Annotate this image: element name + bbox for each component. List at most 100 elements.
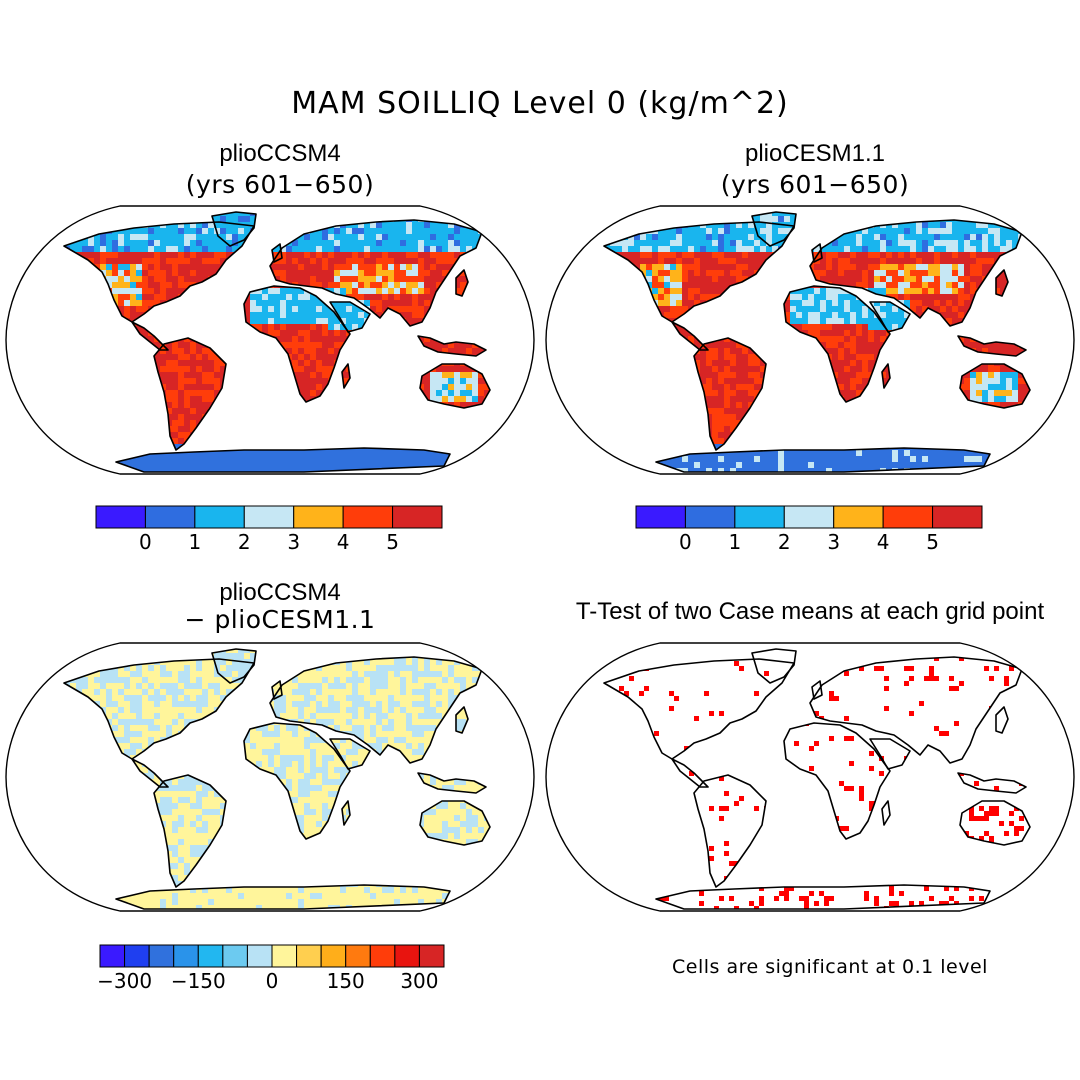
coastline-japan: [995, 706, 1009, 734]
colorbar-field-swatch: [293, 505, 344, 529]
colorbar-diff-swatch: [271, 944, 298, 968]
colorbar-field-tick-label: 4: [877, 530, 890, 554]
colorbar-field-tick-label: 2: [778, 530, 791, 554]
colorbar-diff-swatch: [418, 944, 445, 968]
coastline-arabia: [869, 301, 911, 333]
coastline-arabia: [869, 738, 911, 770]
coastline-uk: [271, 243, 283, 263]
coastline-antarctica: [655, 884, 991, 910]
colorbar-field-swatch: [882, 505, 934, 529]
coastline-southAmerica: [693, 337, 767, 451]
coastline-centralAmerica: [131, 758, 169, 788]
colorbar-diff-tick-label: 0: [266, 969, 279, 993]
coastline-eurasia: [809, 219, 1023, 327]
colorbar-field-swatch: [144, 505, 196, 529]
colorbar-field-tick-label: 1: [728, 530, 741, 554]
coastline-antarctica: [655, 447, 991, 473]
coastline-southAmerica: [153, 337, 227, 451]
coastline-japan: [455, 269, 469, 297]
coastline-centralAmerica: [671, 758, 709, 788]
coastline-madagascar: [341, 800, 351, 826]
coastline-uk: [811, 680, 823, 700]
coastline-australia: [419, 363, 491, 409]
colorbar-field-swatch: [684, 505, 736, 529]
colorbar-diff-swatch: [394, 944, 420, 968]
coastline-greenland: [751, 211, 797, 247]
colorbar-diff-swatch: [99, 944, 126, 968]
coastline-australia: [419, 800, 491, 846]
colorbar-diff-tick-label: −300: [97, 969, 152, 993]
coastline-southAmerica: [693, 774, 767, 888]
colorbar-diff-swatch: [320, 944, 347, 968]
colorbar-field-tick-label: 3: [827, 530, 840, 554]
coastline-japan: [995, 269, 1009, 297]
colorbar-field-swatch: [243, 505, 295, 529]
coastline-eurasia: [809, 656, 1023, 764]
colorbar-difference: −300 −150 0 150 300: [97, 944, 445, 993]
colorbar-field-tick-label: 0: [139, 530, 152, 554]
panel-1-title: plioCCSM4: [219, 140, 341, 167]
colorbar-field-tick-label: 4: [337, 530, 350, 554]
coastline-northAmerica: [603, 658, 795, 760]
coastline-centralAmerica: [671, 321, 709, 351]
coastline-indonesia: [957, 335, 1027, 357]
colorbar-field-tick-label: 0: [679, 530, 692, 554]
coastline-africa: [243, 285, 351, 403]
coastline-africa: [783, 722, 891, 840]
coastline-africa: [783, 285, 891, 403]
map-panel-difference: [4, 641, 536, 913]
coastline-eurasia: [269, 219, 483, 327]
colorbar-diff-tick-label: 150: [327, 969, 365, 993]
map-panel-plioccsm4: [4, 204, 536, 476]
panel-3-subtitle: − plioCESM1.1: [184, 605, 376, 634]
coastline-australia: [959, 800, 1031, 846]
colorbar-pliocesm: 0 1 2 3 4 5: [635, 505, 983, 554]
colorbar-diff-tick-label: −150: [171, 969, 226, 993]
coastline-australia: [959, 363, 1031, 409]
colorbar-field-swatch: [833, 505, 884, 529]
colorbar-field-tick-label: 1: [188, 530, 201, 554]
coastline-madagascar: [881, 363, 891, 389]
coastline-uk: [271, 680, 283, 700]
figure-title: MAM SOILLIQ Level 0 (kg/m^2): [291, 86, 789, 121]
colorbar-field-swatch: [635, 505, 686, 529]
colorbar-plioccsm4: 0 1 2 3 4 5: [95, 505, 443, 554]
coastline-indonesia: [957, 772, 1027, 794]
colorbar-field-swatch: [342, 505, 394, 529]
coastline-northAmerica: [63, 658, 255, 760]
colorbar-field-swatch: [932, 505, 983, 529]
coastline-indonesia: [417, 772, 487, 794]
coastline-antarctica: [115, 447, 451, 473]
coastline-madagascar: [881, 800, 891, 826]
panel-4-title: T-Test of two Case means at each grid po…: [575, 598, 1045, 625]
panel-1-subtitle: (yrs 601−650): [185, 170, 375, 199]
colorbar-diff-swatch: [222, 944, 248, 968]
coastline-centralAmerica: [131, 321, 169, 351]
coastline-arabia: [329, 738, 371, 770]
coastline-arabia: [329, 301, 371, 333]
colorbar-field-swatch: [783, 505, 835, 529]
colorbar-diff-swatch: [148, 944, 175, 968]
colorbar-field-swatch: [95, 505, 146, 529]
coastline-africa: [243, 722, 351, 840]
colorbar-diff-swatch: [345, 944, 371, 968]
coastline-madagascar: [341, 363, 351, 389]
coastline-indonesia: [417, 335, 487, 357]
panel-2-subtitle: (yrs 601−650): [720, 170, 910, 199]
coastline-greenland: [751, 648, 797, 684]
coastline-japan: [455, 706, 469, 734]
coastline-eurasia: [269, 656, 483, 764]
colorbar-field-tick-label: 5: [926, 530, 939, 554]
coastline-antarctica: [115, 884, 451, 910]
colorbar-diff-swatch: [296, 944, 322, 968]
colorbar-field-swatch: [194, 505, 245, 529]
coastline-uk: [811, 243, 823, 263]
panel-2-title: plioCESM1.1: [744, 140, 886, 167]
colorbar-diff-swatch: [197, 944, 224, 968]
coastline-greenland: [211, 211, 257, 247]
colorbar-field-tick-label: 2: [238, 530, 251, 554]
coastline-northAmerica: [603, 221, 795, 323]
significance-note: Cells are significant at 0.1 level: [672, 956, 988, 978]
colorbar-field-swatch: [392, 505, 443, 529]
colorbar-diff-swatch: [246, 944, 273, 968]
